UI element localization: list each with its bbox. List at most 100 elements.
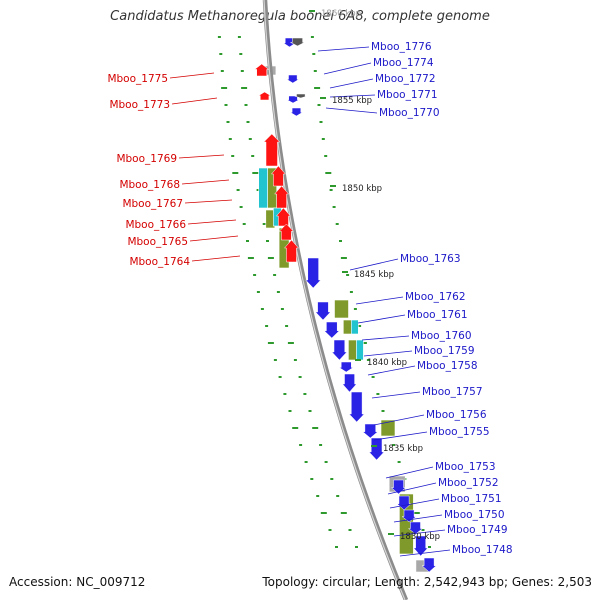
- cog-block: [334, 299, 349, 319]
- scale-tick: [335, 546, 338, 548]
- scale-tick: [348, 529, 352, 531]
- gene-label-reverse: Mboo_1775: [107, 73, 168, 85]
- scale-tick: [262, 223, 266, 225]
- scale-tick: [242, 223, 246, 225]
- gene-label-forward: Mboo_1750: [444, 509, 505, 521]
- kbp-marker: 1845 kbp: [354, 270, 394, 280]
- scale-tick: [346, 274, 350, 276]
- scale-tick: [232, 172, 239, 174]
- scale-tick: [332, 206, 336, 208]
- kbp-marker: 1855 kbp: [332, 96, 372, 106]
- gene-label-forward: Mboo_1770: [379, 107, 440, 119]
- scale-tick: [328, 529, 332, 531]
- scale-tick: [256, 189, 260, 191]
- gene-reverse: [253, 63, 270, 77]
- gene-label-forward: Mboo_1776: [371, 41, 432, 53]
- gene-reverse: [283, 239, 300, 263]
- kbp-tick: [388, 533, 394, 535]
- scale-tick: [319, 121, 323, 123]
- gene-label-forward: Mboo_1749: [447, 524, 508, 536]
- gene-label-forward: Mboo_1771: [377, 89, 438, 101]
- scale-tick: [371, 376, 375, 378]
- gene-leader-line: [361, 335, 410, 341]
- scale-tick: [397, 461, 401, 463]
- gene-label-forward: Mboo_1760: [411, 330, 472, 342]
- gene-leader-line: [349, 258, 399, 271]
- gene-label-forward: Mboo_1761: [407, 309, 468, 321]
- scale-tick: [276, 291, 280, 293]
- scale-tick: [314, 87, 321, 89]
- cog-block: [267, 167, 278, 209]
- gene-reverse: [278, 223, 294, 241]
- gene-leader-line: [355, 296, 404, 305]
- scale-tick: [308, 410, 312, 412]
- gene-label-forward: Mboo_1759: [414, 345, 475, 357]
- gene-reverse: [257, 91, 272, 101]
- scale-tick: [237, 36, 241, 38]
- gene-label-reverse: Mboo_1768: [119, 179, 180, 191]
- gene-leader-line: [181, 179, 230, 185]
- scale-tick: [324, 461, 328, 463]
- kbp-marker: 1860 kbp: [321, 9, 361, 19]
- gene-label-forward: Mboo_1757: [422, 386, 483, 398]
- gene-forward: [368, 437, 385, 461]
- scale-tick: [312, 427, 319, 429]
- gene-label-reverse: Mboo_1764: [129, 256, 190, 268]
- scale-tick: [421, 529, 425, 531]
- gene-label-forward: Mboo_1748: [452, 544, 513, 556]
- scale-tick: [428, 546, 431, 548]
- scale-tick: [253, 274, 257, 276]
- kbp-tick: [330, 185, 336, 187]
- gene-leader-line: [323, 62, 372, 75]
- scale-tick: [353, 308, 357, 310]
- gene-leader-line: [387, 482, 437, 495]
- gene-forward-gray: [290, 37, 305, 47]
- gene-label-reverse: Mboo_1767: [122, 198, 183, 210]
- cog-block: [380, 419, 396, 437]
- scale-tick: [256, 291, 260, 293]
- scale-tick: [219, 53, 223, 55]
- scale-tick: [226, 121, 230, 123]
- scale-tick: [320, 512, 327, 514]
- gene-label-reverse: Mboo_1765: [127, 236, 188, 248]
- scale-tick: [224, 104, 228, 106]
- scale-tick: [241, 87, 248, 89]
- scale-tick: [340, 257, 347, 259]
- gene-leader-line: [191, 255, 241, 262]
- gene-label-forward: Mboo_1763: [400, 253, 461, 265]
- gene-forward: [421, 557, 437, 573]
- scale-tick: [285, 325, 289, 327]
- scale-tick: [298, 376, 302, 378]
- gene-label-forward: Mboo_1753: [435, 461, 496, 473]
- gene-leader-line: [363, 350, 413, 357]
- scale-tick: [360, 342, 367, 344]
- scale-tick: [355, 546, 358, 548]
- scale-tick: [217, 36, 221, 38]
- gene-leader-line: [357, 314, 406, 324]
- gene-label-reverse: Mboo_1769: [116, 153, 177, 165]
- gene-reverse: [263, 133, 281, 167]
- scale-tick: [248, 138, 252, 140]
- scale-tick: [267, 342, 274, 344]
- gene-label-forward: Mboo_1755: [429, 426, 490, 438]
- gene-forward: [338, 361, 355, 373]
- scale-tick: [392, 444, 396, 446]
- scale-tick: [312, 53, 316, 55]
- cog-block: [342, 319, 352, 335]
- scale-tick: [292, 427, 299, 429]
- gene-label-forward: Mboo_1756: [426, 409, 487, 421]
- kbp-tick: [309, 10, 315, 12]
- kbp-tick: [342, 271, 348, 273]
- gene-label-forward: Mboo_1762: [405, 291, 466, 303]
- scale-tick: [260, 308, 264, 310]
- gene-forward: [396, 495, 412, 511]
- gene-leader-line: [393, 529, 446, 537]
- gene-label-reverse: Mboo_1773: [109, 99, 170, 111]
- scale-tick: [381, 410, 385, 412]
- gene-leader-line: [329, 94, 376, 98]
- scale-tick: [329, 189, 333, 191]
- scale-tick: [376, 393, 380, 395]
- gene-leader-line: [373, 414, 425, 426]
- genome-title: Candidatus Methanoregula boonei 6A8, com…: [110, 9, 490, 24]
- gene-leader-line: [385, 466, 434, 479]
